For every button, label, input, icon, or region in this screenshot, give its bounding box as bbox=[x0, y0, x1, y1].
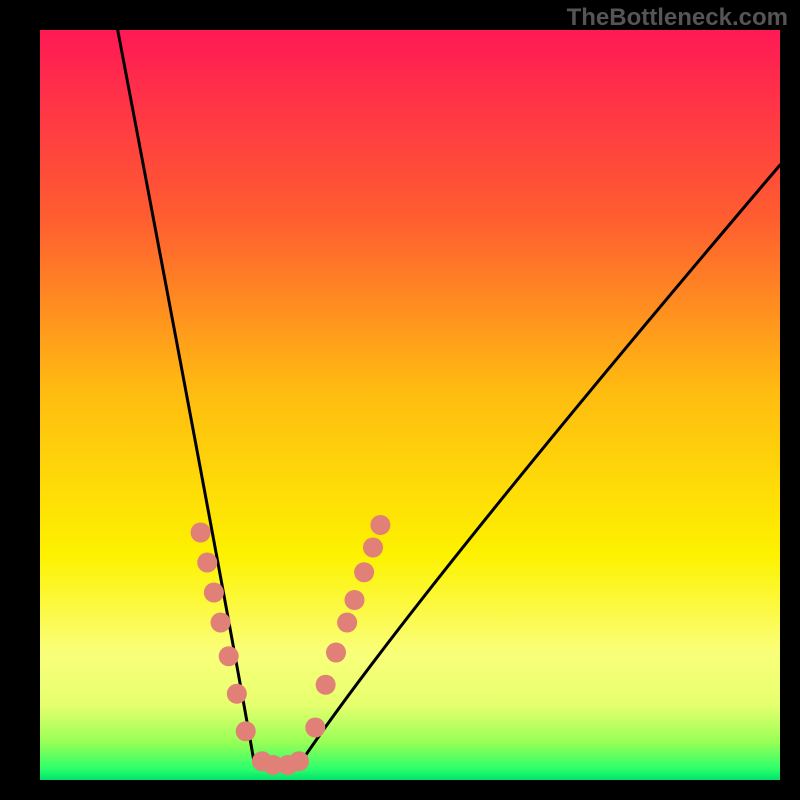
data-marker bbox=[191, 523, 211, 543]
data-marker bbox=[354, 562, 374, 582]
data-marker bbox=[326, 643, 346, 663]
data-marker bbox=[204, 583, 224, 603]
data-marker bbox=[197, 553, 217, 573]
data-marker bbox=[337, 613, 357, 633]
chart-svg bbox=[40, 30, 780, 780]
data-marker bbox=[236, 721, 256, 741]
plot-area bbox=[40, 30, 780, 780]
data-marker bbox=[211, 613, 231, 633]
data-marker bbox=[363, 538, 383, 558]
gradient-background bbox=[40, 30, 780, 780]
data-marker bbox=[227, 684, 247, 704]
watermark-text: TheBottleneck.com bbox=[567, 4, 788, 32]
data-marker bbox=[345, 590, 365, 610]
data-marker bbox=[370, 515, 390, 535]
chart-frame: TheBottleneck.com bbox=[0, 0, 800, 800]
data-marker bbox=[316, 675, 336, 695]
data-marker bbox=[289, 751, 309, 771]
data-marker bbox=[305, 718, 325, 738]
data-marker bbox=[219, 646, 239, 666]
